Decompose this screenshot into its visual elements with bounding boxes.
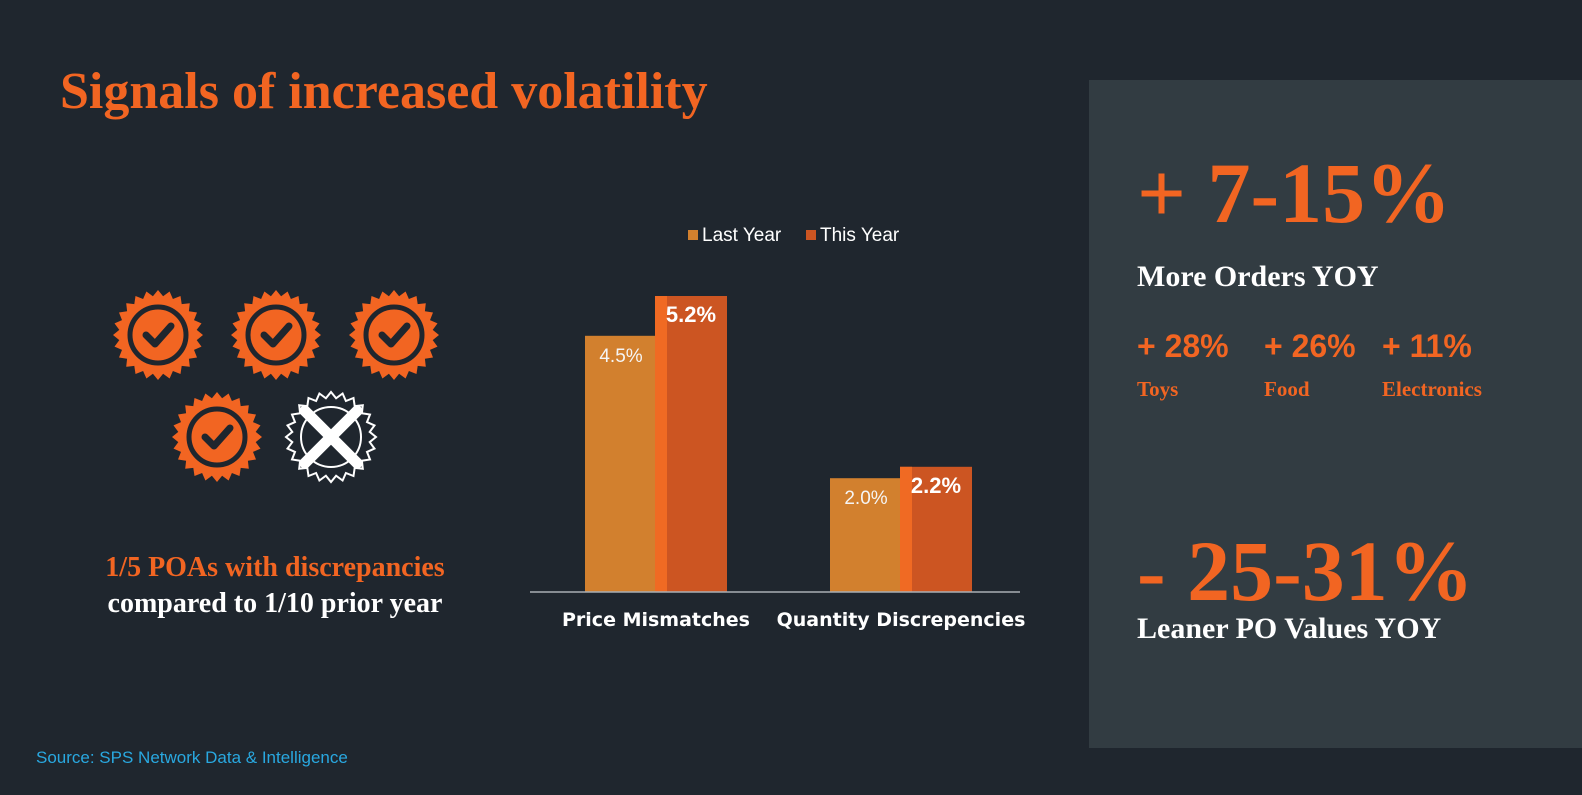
badge-caption: 1/5 POAs with discrepancies compared to …: [60, 550, 490, 622]
check-badge-icon: [231, 290, 321, 380]
check-badge-icon: [172, 392, 262, 482]
data-label: 2.2%: [911, 473, 961, 498]
category-value: + 28%: [1137, 328, 1229, 364]
po-stat-label: Leaner PO Values YOY: [1137, 612, 1442, 645]
legend-item: Last Year: [688, 225, 782, 246]
legend-item: This Year: [806, 225, 900, 246]
caption-highlight: 1/5 POAs with discrepancies: [105, 552, 445, 583]
orders-stat-value: + 7-15%: [1137, 145, 1452, 241]
check-badge-icon: [349, 290, 439, 380]
page-title: Signals of increased volatility: [60, 63, 708, 120]
legend-swatch: [806, 230, 816, 240]
category-stat-food: + 26% Food: [1264, 328, 1384, 402]
legend-label: This Year: [820, 225, 900, 246]
category-label: Price Mismatches: [562, 609, 750, 631]
orders-stat-label: More Orders YOY: [1137, 260, 1379, 293]
check-badge-icon: [113, 290, 203, 380]
legend-swatch: [688, 230, 698, 240]
bar-edge-highlight: [655, 296, 667, 592]
category-value: + 26%: [1264, 328, 1356, 364]
cross-badge-icon: [284, 390, 378, 484]
badge-grid: [113, 290, 439, 484]
category-value: + 11%: [1382, 328, 1472, 364]
po-stat-value: - 25-31%: [1137, 523, 1474, 619]
category-stat-toys: + 28% Toys: [1137, 328, 1257, 402]
category-name: Electronics: [1382, 377, 1482, 401]
discrepancy-bar-chart: Last Year This Year 4.5% 5.2% Price Mismatch…: [530, 225, 1026, 631]
caption-rest: compared to 1/10 prior year: [107, 588, 443, 619]
bar-edge-highlight: [900, 466, 912, 592]
bar-last-year: [830, 478, 902, 592]
bar-last-year: [585, 335, 657, 592]
category-name: Food: [1264, 377, 1310, 401]
category-name: Toys: [1137, 377, 1179, 401]
data-label: 2.0%: [844, 488, 887, 509]
stats-panel: + 7-15% More Orders YOY + 28% Toys + 26%…: [1089, 80, 1582, 748]
category-stat-electronics: + 11% Electronics: [1382, 328, 1502, 402]
category-label: Quantity Discrepencies: [777, 609, 1026, 631]
data-label: 5.2%: [666, 302, 716, 327]
legend-label: Last Year: [702, 225, 782, 246]
source-note: Source: SPS Network Data & Intelligence: [36, 748, 348, 767]
data-label: 4.5%: [599, 346, 642, 367]
